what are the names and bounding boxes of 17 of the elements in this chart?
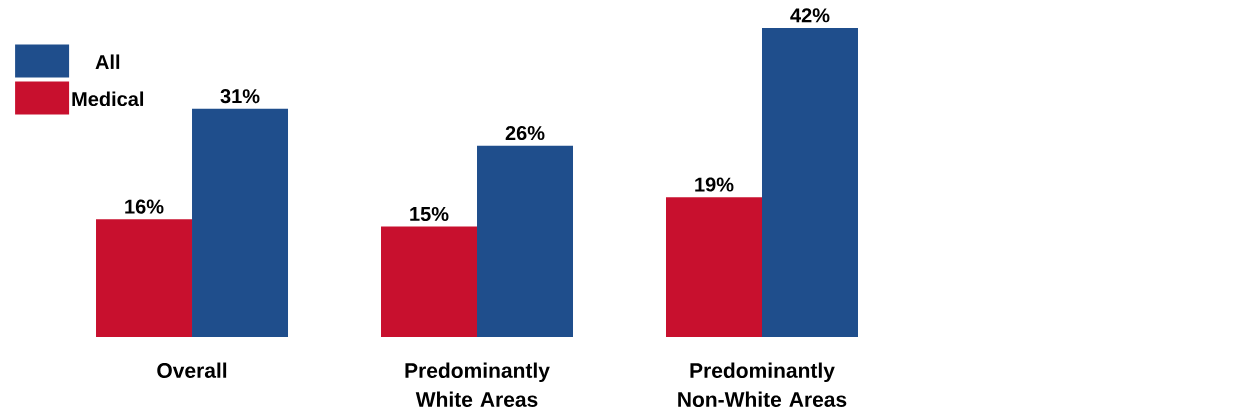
data-label: 19% [695, 177, 734, 192]
data-label: 15% [410, 206, 449, 222]
data-label: 26% [505, 125, 545, 141]
data-label: 16% [125, 199, 164, 214]
data-label: 42% [790, 8, 830, 23]
bar [666, 197, 762, 337]
x-tick-label: Overall [157, 362, 227, 378]
bar [192, 108, 289, 337]
bar [477, 145, 573, 337]
bar [381, 226, 478, 337]
data-label: 31% [220, 89, 260, 104]
x-tick-label: Predominantly Non-White Areas [678, 362, 847, 407]
bar [96, 219, 193, 337]
bar [762, 27, 858, 337]
legend-label: All [95, 54, 120, 69]
x-tick-label: Predominantly White Areas [405, 362, 550, 407]
legend-label: Medical [72, 91, 144, 107]
